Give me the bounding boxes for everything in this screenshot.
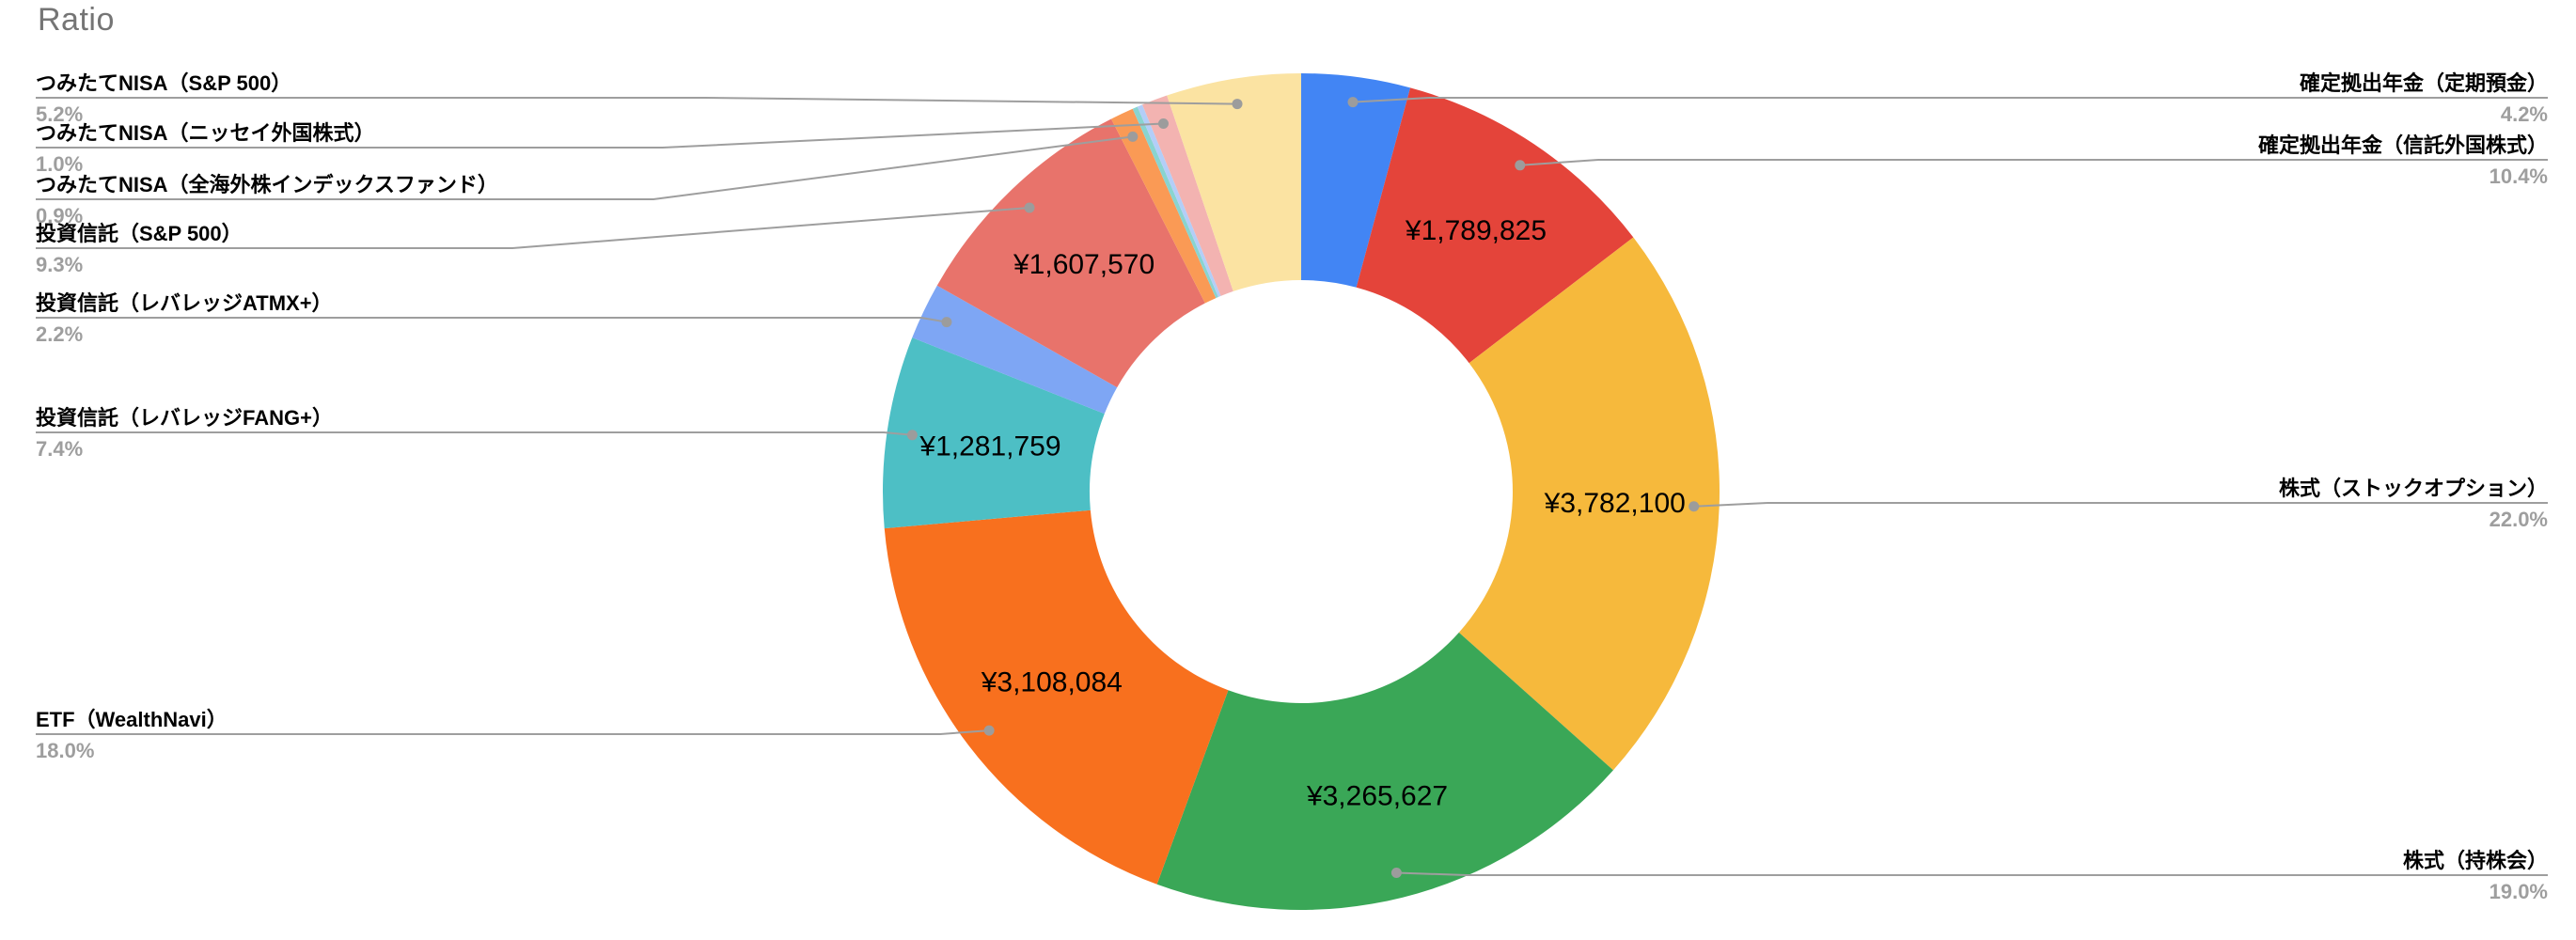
leader-line: [1693, 502, 2548, 508]
slice-label-percent: 10.4%: [2489, 164, 2548, 188]
slice-value-label: ¥1,281,759: [919, 431, 1060, 462]
leader-line: [36, 729, 990, 735]
slice-label-percent: 2.2%: [36, 322, 84, 346]
slice-label-name: 投資信託（S&P 500）: [36, 222, 243, 245]
pie-slice-5[interactable]: [882, 337, 1105, 529]
slice-label: 投資信託（レバレッジATMX+） 2.2%: [36, 291, 333, 345]
slice-label-percent: 19.0%: [2489, 880, 2548, 903]
leader-line: [1396, 871, 2548, 876]
slice-value-label: ¥1,607,570: [1013, 249, 1154, 280]
slice-label-name: 確定拠出年金（定期預金）: [2299, 71, 2548, 95]
slice-label-percent: 5.2%: [36, 102, 84, 126]
slice-label-name: 投資信託（レバレッジATMX+）: [36, 291, 333, 315]
slice-value-label: ¥1,789,825: [1405, 215, 1547, 246]
slice-label-name: 株式（ストックオプション）: [2278, 477, 2548, 500]
leader-dot: [1390, 868, 1402, 879]
leader-dot: [906, 430, 918, 441]
leader-dot: [1157, 118, 1169, 130]
chart-title: Ratio: [38, 2, 115, 38]
leader-dot: [1689, 501, 1700, 512]
slice-value-label: ¥3,265,627: [1306, 781, 1448, 812]
slice-label: 株式（持株会） 19.0%: [2403, 849, 2548, 902]
slice-label: 確定拠出年金（信託外国株式） 10.4%: [2258, 133, 2548, 187]
slice-label-name: つみたてNISA（全海外株インデックスファンド）: [36, 173, 498, 196]
leader-dot: [1232, 99, 1243, 110]
slice-label-percent: 0.9%: [36, 204, 84, 227]
leader-line: [1352, 97, 2548, 103]
slice-value-label: ¥3,782,100: [1544, 488, 1686, 519]
pie-slice-1[interactable]: [1356, 87, 1634, 364]
pie-slice-0[interactable]: [1301, 73, 1411, 288]
slice-label-name: つみたてNISA（ニッセイ外国株式）: [36, 121, 375, 145]
pie-slice-6[interactable]: [912, 285, 1118, 415]
leader-dot: [1127, 131, 1139, 142]
slice-label: 確定拠出年金（定期預金） 4.2%: [2300, 71, 2548, 125]
leader-line: [36, 431, 913, 436]
slice-label: 株式（ストックオプション） 22.0%: [2279, 477, 2548, 530]
leader-dot: [1347, 97, 1359, 108]
pie-slice-12[interactable]: [1167, 73, 1301, 291]
leader-line: [36, 122, 1164, 149]
slice-label-name: ETF（WealthNavi）: [36, 708, 228, 731]
slice-label-percent: 9.3%: [36, 253, 84, 276]
pie-slice-2[interactable]: [1458, 237, 1720, 771]
pie-slice-11[interactable]: [1141, 95, 1233, 296]
slice-label-percent: 1.0%: [36, 152, 84, 176]
pie-slice-10[interactable]: [1137, 104, 1221, 297]
leader-line: [36, 317, 948, 323]
slices-group: [882, 73, 1720, 910]
slice-label-name: 株式（持株会）: [2402, 849, 2548, 872]
slice-label-percent: 7.4%: [36, 437, 84, 461]
leader-dot: [1024, 202, 1035, 213]
pie-slice-8[interactable]: [1110, 108, 1217, 304]
slice-label-name: 確定拠出年金（信託外国株式）: [2257, 133, 2548, 157]
slice-label-name: 投資信託（レバレッジFANG+）: [36, 406, 333, 430]
slice-label: ETF（WealthNavi） 18.0%: [36, 708, 228, 761]
leader-lines-group: [36, 97, 2548, 879]
pie-slice-3[interactable]: [1156, 632, 1613, 910]
leader-dot: [1515, 160, 1526, 171]
slice-value-label: ¥3,108,084: [981, 667, 1123, 698]
slice-label: つみたてNISA（ニッセイ外国株式） 1.0%: [36, 121, 375, 175]
leader-line: [36, 207, 1030, 249]
slice-label: つみたてNISA（S&P 500） 5.2%: [36, 71, 291, 125]
slice-label: 投資信託（S&P 500） 9.3%: [36, 222, 243, 275]
slice-label-percent: 18.0%: [36, 739, 95, 762]
leader-line: [36, 97, 1238, 105]
leader-dot: [983, 725, 995, 736]
leader-dot: [941, 317, 952, 328]
pie-slice-9[interactable]: [1132, 106, 1218, 299]
value-labels-group: ¥1,789,825 ¥3,782,100 ¥3,265,627 ¥3,108,084…: [919, 215, 1685, 811]
leader-line: [1519, 159, 2548, 166]
pie-slice-7[interactable]: [936, 118, 1205, 388]
slice-label-percent: 22.0%: [2489, 508, 2548, 531]
slice-label: 投資信託（レバレッジFANG+） 7.4%: [36, 406, 333, 460]
pie-slice-4[interactable]: [884, 509, 1229, 885]
slice-label-name: つみたてNISA（S&P 500）: [36, 71, 292, 95]
leader-line: [36, 135, 1133, 200]
slice-label-percent: 4.2%: [2500, 102, 2548, 126]
slice-label: つみたてNISA（全海外株インデックスファンド） 0.9%: [36, 173, 498, 227]
